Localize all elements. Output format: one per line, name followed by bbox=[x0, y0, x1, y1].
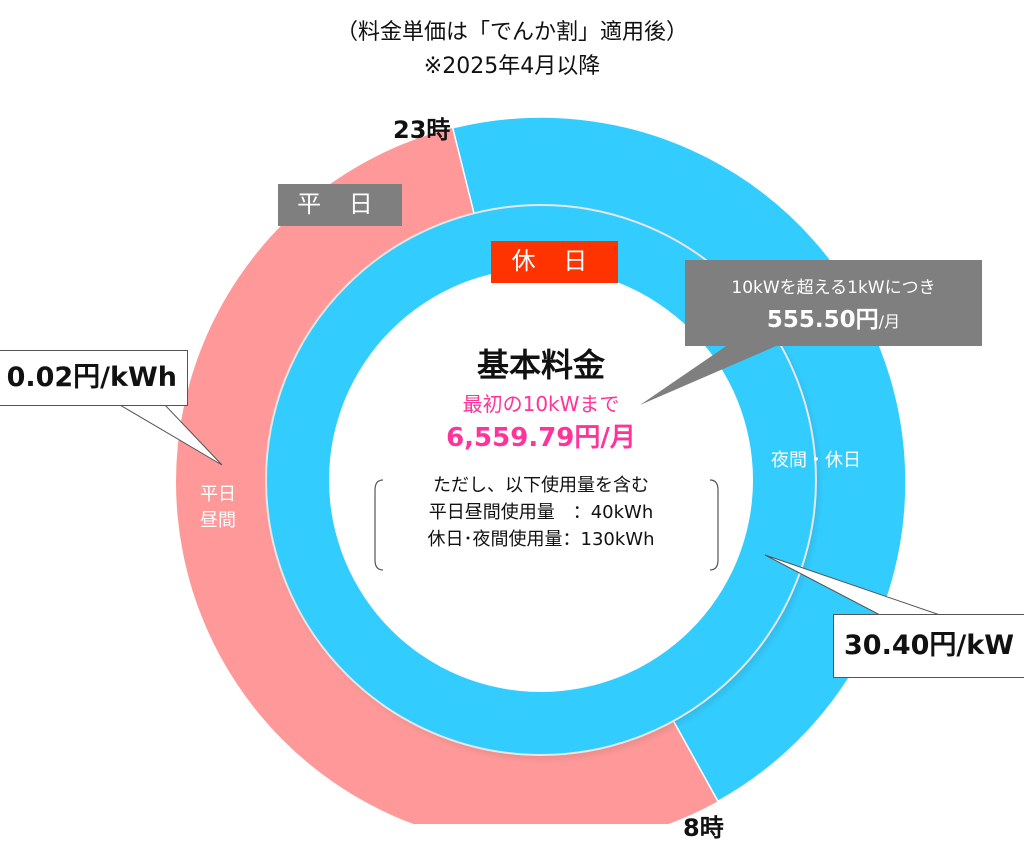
time-label-23: 23時 bbox=[393, 116, 451, 144]
day-rate-callout: 0.02円/kWh bbox=[0, 350, 188, 406]
usage-includes-text: ただし、以下使用量を含む bbox=[433, 475, 649, 496]
usage-bracket-left bbox=[374, 479, 384, 571]
extra-kw-unit: /月 bbox=[878, 312, 901, 331]
center-circle bbox=[329, 268, 753, 692]
night-holiday-label: 夜間・休日 bbox=[771, 450, 861, 471]
subtitle: （料金単価は「でんか割」適用後） bbox=[335, 20, 688, 45]
weekday-day-label: 平日 昼間 bbox=[188, 482, 248, 534]
time-label-8: 8時 bbox=[683, 814, 724, 842]
usage-holiday-night: 休日･夜間使用量：130kWh bbox=[427, 529, 655, 550]
weekday-day-label-2: 昼間 bbox=[200, 510, 236, 531]
usage-included: ただし、以下使用量を含む 平日昼間使用量 ：40kWh 休日･夜間使用量：130… bbox=[341, 472, 741, 553]
weekday-tag: 平 日 bbox=[278, 184, 402, 226]
weekday-day-label-1: 平日 bbox=[200, 484, 236, 505]
usage-bracket-right bbox=[709, 479, 719, 571]
center-content: 基本料金 最初の10kWまで 6,559.79円/月 ただし、以下使用量を含む … bbox=[341, 340, 741, 553]
base-fee-price: 6,559.79円/月 bbox=[446, 423, 636, 453]
base-fee-title: 基本料金 bbox=[476, 346, 605, 384]
base-fee-condition: 最初の10kWまで bbox=[462, 392, 620, 416]
extra-callout-pointer bbox=[640, 340, 790, 405]
extra-kw-text: 10kWを超える1kWにつき bbox=[731, 278, 936, 298]
usage-weekday-day: 平日昼間使用量 ：40kWh bbox=[428, 502, 654, 523]
note: ※2025年4月以降 bbox=[423, 54, 601, 79]
holiday-tag: 休 日 bbox=[491, 241, 618, 283]
night-rate-callout: 30.40円/kW bbox=[833, 614, 1024, 678]
extra-kw-callout: 10kWを超える1kWにつき 555.50円/月 bbox=[685, 260, 982, 346]
extra-kw-price: 555.50円 bbox=[766, 307, 879, 333]
